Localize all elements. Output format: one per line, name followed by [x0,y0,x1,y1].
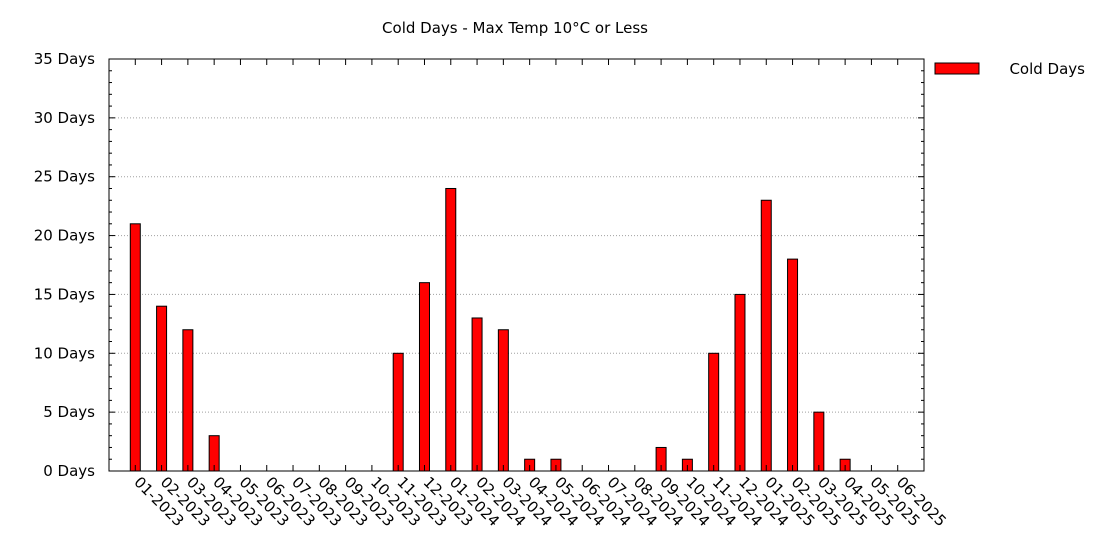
y-tick-label-35: 35 Days [34,50,95,68]
bar-01-2023 [129,223,141,472]
legend-swatch [934,62,980,75]
bars [129,187,851,472]
bar-03-2023 [182,329,194,472]
bar-01-2025 [760,199,772,472]
y-tick-label-10: 10 Days [34,344,95,362]
bar-11-2024 [708,352,720,472]
bar-02-2023 [156,305,168,472]
bar-03-2024 [497,329,509,472]
y-tick-label-5: 5 Days [43,403,95,421]
axes [108,58,925,472]
bar-11-2023 [392,352,404,472]
y-tick-label-15: 15 Days [34,285,95,303]
x-axis-ticks: 01-202302-202303-202304-202305-202306-20… [130,59,950,530]
bar-12-2024 [734,293,746,472]
y-tick-label-0: 0 Days [43,462,95,480]
y-axis-ticks: 0 Days 5 Days 10 Days 15 Days 20 Days 25 Days… [34,50,924,480]
y-tick-label-25: 25 Days [34,168,95,186]
bar-01-2024 [445,187,457,472]
y-tick-label-20: 20 Days [34,227,95,245]
bar-02-2024 [471,317,483,472]
legend-label: Cold Days [1009,60,1085,78]
bar-02-2025 [787,258,799,472]
chart-title: Cold Days - Max Temp 10°C or Less [382,19,648,37]
bar-03-2025 [813,411,825,472]
legend: Cold Days [934,60,1085,78]
plot-frame [108,58,925,472]
y-tick-label-30: 30 Days [34,109,95,127]
gridlines [109,117,924,413]
bar-12-2023 [418,282,430,472]
